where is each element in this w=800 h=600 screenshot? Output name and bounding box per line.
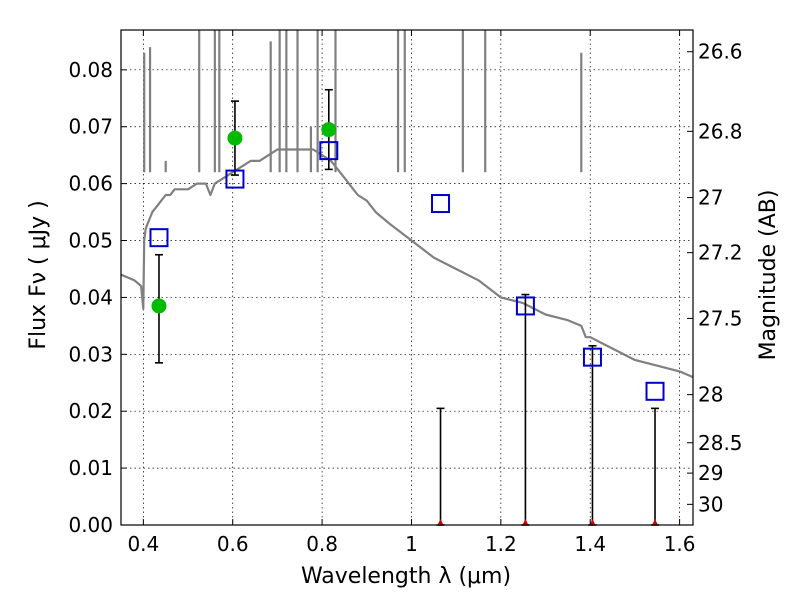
right-tick-label: 28.5 — [698, 431, 743, 455]
axes-ticks: 0.4 0.6 0.8 1 1.2 1.4 1.6 0.00 0.01 0.02 0.03 0.04 0… — [68, 30, 743, 556]
right-tick-label: 30 — [698, 492, 723, 516]
right-tick-label: 27 — [698, 186, 723, 210]
plot-frame — [120, 29, 694, 526]
y-tick-label: 0.00 — [68, 513, 113, 537]
y-tick-label: 0.07 — [68, 115, 113, 139]
y-axis-right-label: Magnitude (AB) — [756, 190, 781, 361]
plot-markers — [149, 88, 665, 526]
upper-limit-marker — [522, 519, 529, 525]
x-tick-label: 1.2 — [485, 532, 517, 556]
sed-model-line — [120, 148, 694, 379]
x-axis-label: Wavelength λ (μm) — [301, 564, 511, 589]
model-photometry-point — [645, 381, 665, 401]
right-tick-label: 27.5 — [698, 306, 743, 330]
y-tick-label: 0.02 — [68, 399, 113, 423]
y-axis-label: Flux Fν ( μJy ) — [26, 200, 51, 349]
model-photometry-point — [149, 228, 169, 248]
observed-point — [227, 130, 243, 146]
y-tick-label: 0.06 — [68, 172, 113, 196]
model-photometry-point — [515, 296, 535, 316]
x-tick-label: 0.4 — [127, 532, 159, 556]
model-photometry-point — [319, 141, 339, 161]
right-tick-label: 28 — [698, 383, 723, 407]
plot-lines — [120, 30, 694, 379]
right-tick-label: 26.8 — [698, 119, 743, 143]
upper-limit-marker — [437, 519, 444, 525]
right-tick-label: 26.6 — [698, 40, 743, 64]
model-photometry-point — [225, 169, 245, 189]
right-tick-label: 27.2 — [698, 241, 743, 265]
observed-point — [151, 298, 167, 314]
x-tick-label: 1 — [405, 532, 418, 556]
upper-limit-marker — [652, 519, 659, 525]
model-photometry-point — [431, 194, 451, 214]
y-tick-label: 0.04 — [68, 285, 113, 309]
right-tick-label: 29 — [698, 461, 723, 485]
x-tick-label: 0.6 — [217, 532, 249, 556]
observed-point — [321, 122, 337, 138]
x-tick-label: 1.4 — [574, 532, 606, 556]
x-tick-label: 1.6 — [664, 532, 696, 556]
upper-limit-marker — [589, 519, 596, 525]
x-tick-label: 0.8 — [306, 532, 338, 556]
y-tick-label: 0.05 — [68, 229, 113, 253]
model-photometry-point — [582, 347, 602, 367]
y-tick-label: 0.08 — [68, 58, 113, 82]
y-tick-label: 0.01 — [68, 456, 113, 480]
grid — [121, 30, 693, 526]
y-tick-label: 0.03 — [68, 342, 113, 366]
